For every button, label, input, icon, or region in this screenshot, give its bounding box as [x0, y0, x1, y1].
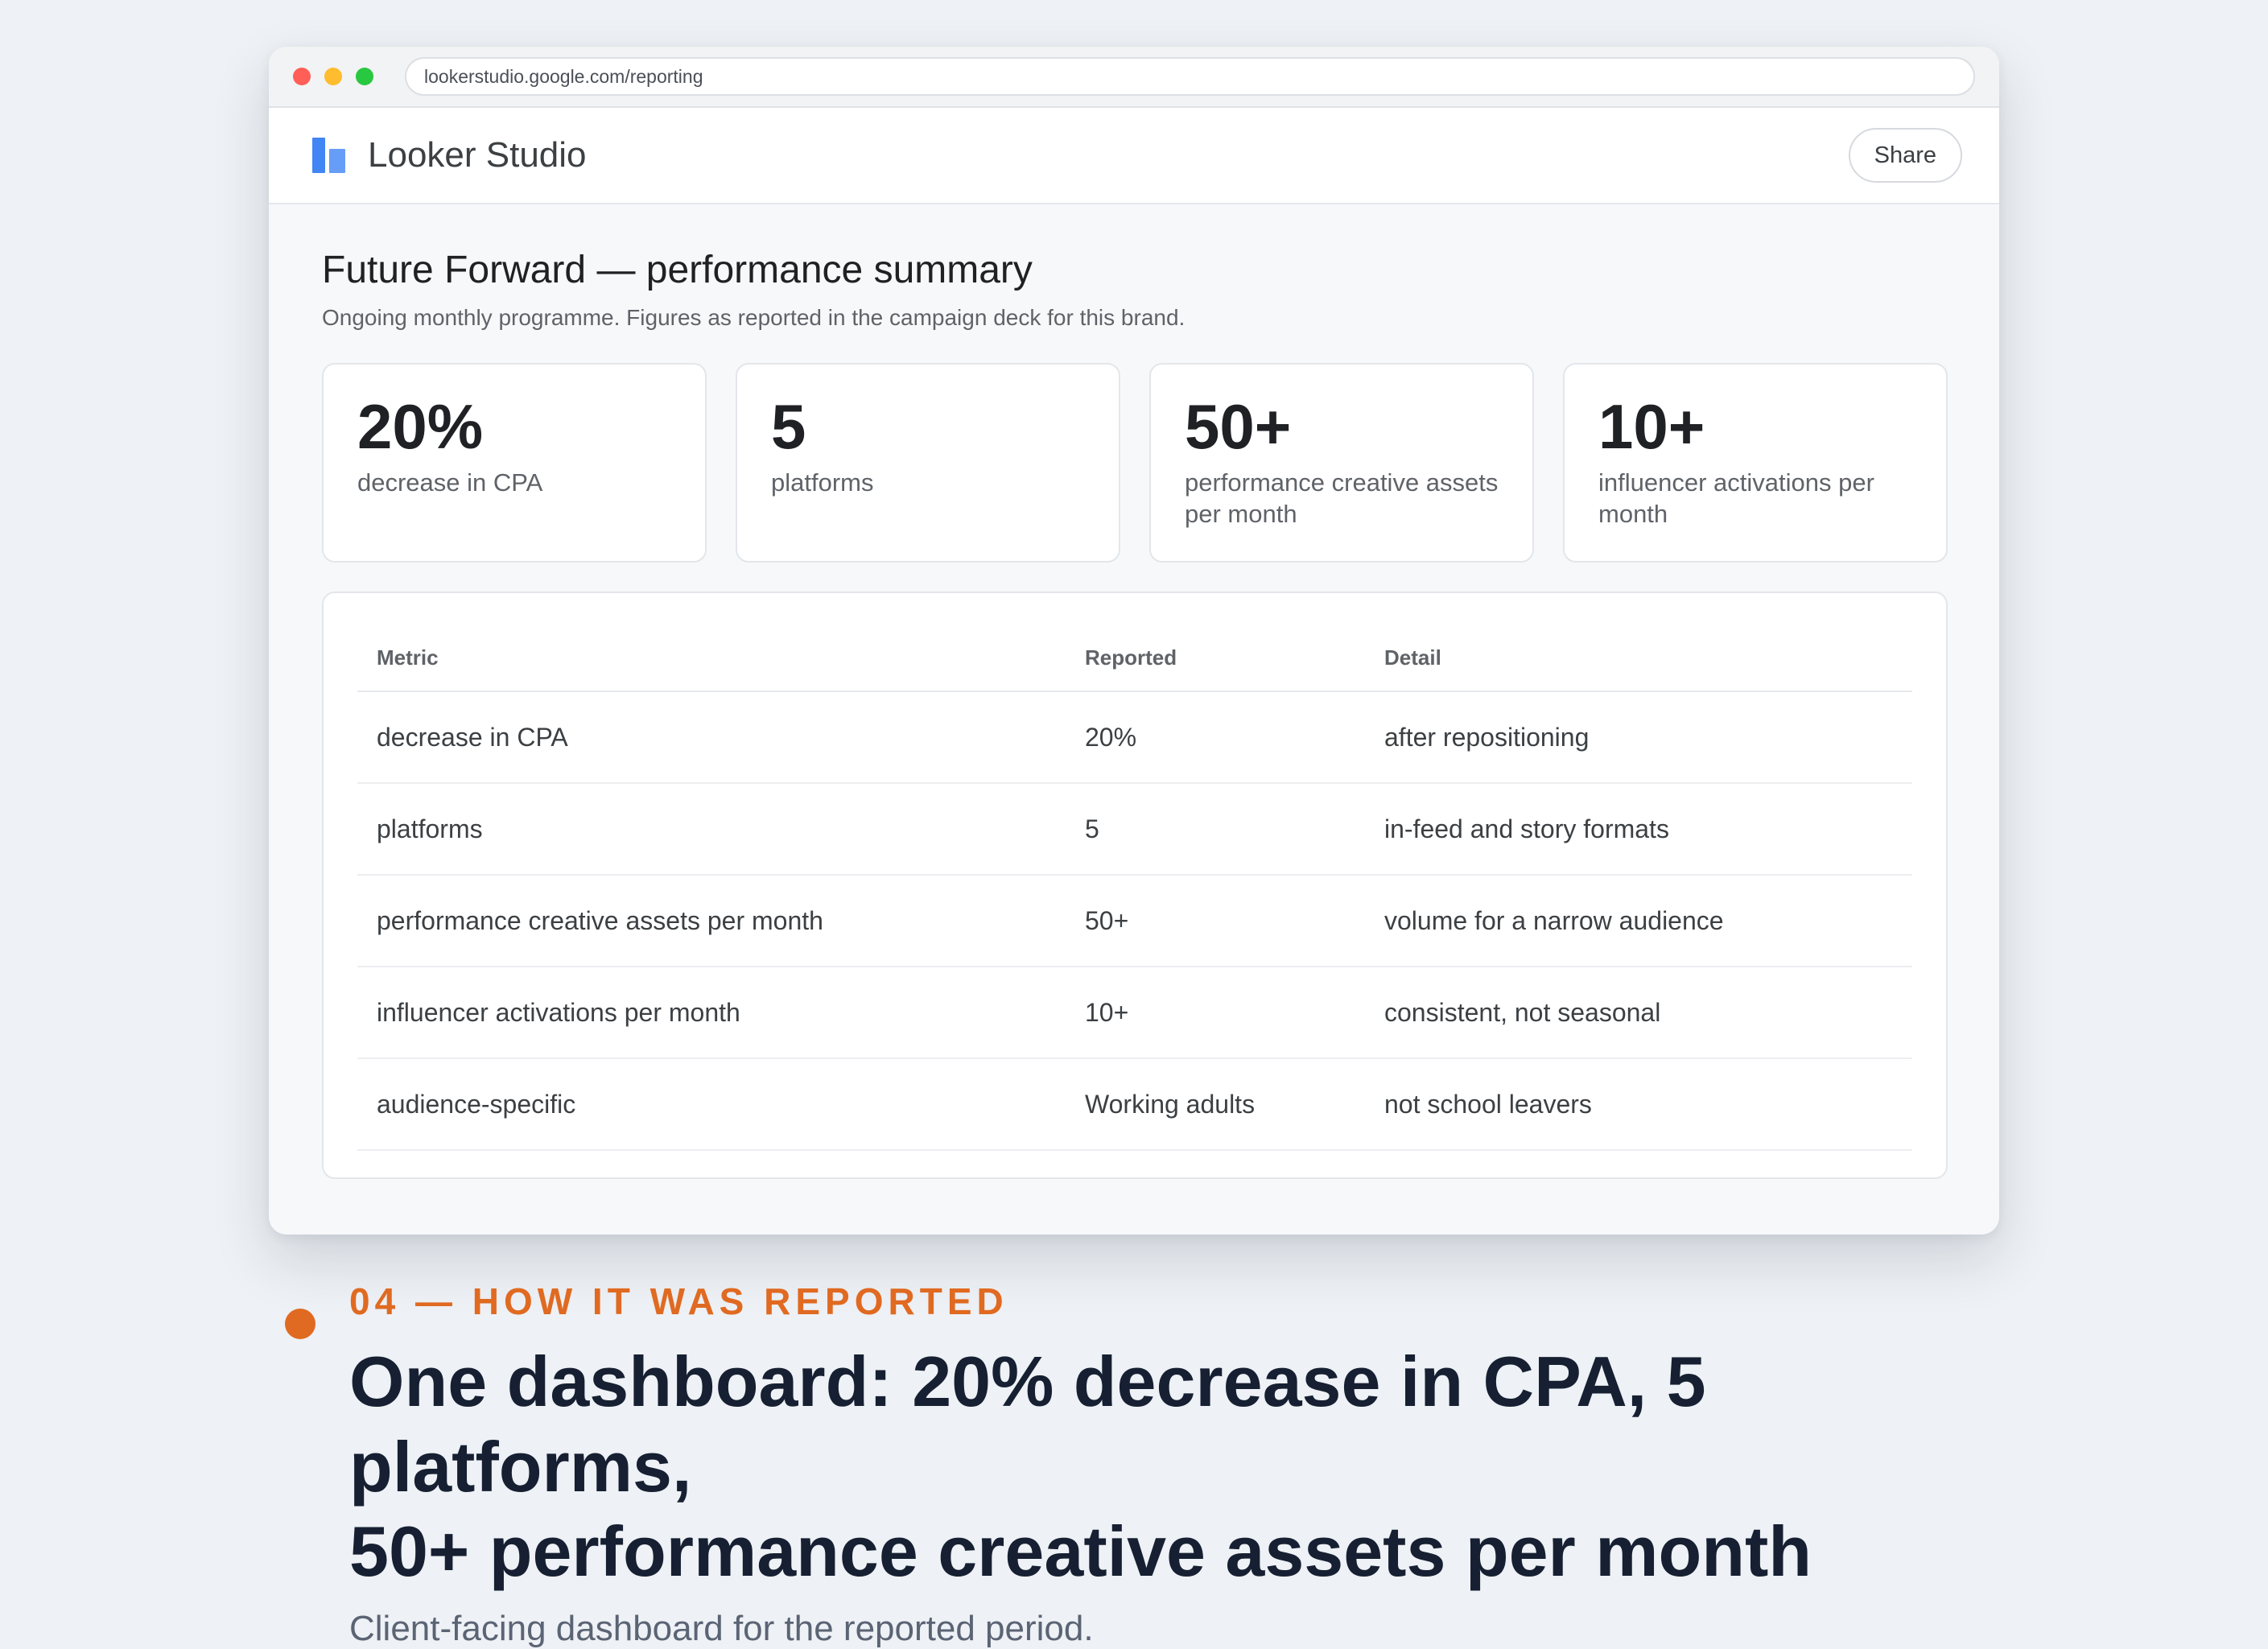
scorecard-row: 20% decrease in CPA 5 platforms 50+ perf…	[322, 363, 1948, 563]
scorecard-label: influencer activations per month	[1598, 468, 1874, 528]
share-button[interactable]: Share	[1848, 128, 1962, 183]
cell-reported: 10+	[1066, 967, 1365, 1059]
scorecard-label: decrease in CPA	[357, 468, 543, 497]
cell-detail: consistent, not seasonal	[1365, 967, 1912, 1059]
cell-reported: Working adults	[1066, 1058, 1365, 1151]
scorecard-value: 20%	[357, 391, 484, 462]
report-title: Future Forward — performance summary	[322, 249, 1033, 291]
cell-metric: decrease in CPA	[357, 691, 1066, 784]
scorecard-platforms[interactable]: 5 platforms	[736, 363, 1120, 563]
cell-reported: 50+	[1066, 875, 1365, 967]
scorecard-influencer-activations[interactable]: 10+ influencer activations per month	[1563, 363, 1948, 563]
cell-detail: volume for a narrow audience	[1365, 875, 1912, 967]
looker-studio-logo-icon	[312, 138, 345, 173]
minimize-window-icon[interactable]	[324, 68, 342, 85]
table-row[interactable]: performance creative assets per month 50…	[357, 875, 1912, 967]
cell-detail: not school leavers	[1365, 1058, 1912, 1151]
scorecard-cpa[interactable]: 20% decrease in CPA	[322, 363, 707, 563]
app-title: Looker Studio	[368, 135, 587, 175]
table-row[interactable]: platforms 5 in-feed and story formats	[357, 783, 1912, 876]
scorecard-value: 50+	[1185, 391, 1292, 462]
caption-headline: One dashboard: 20% decrease in CPA, 5 pl…	[349, 1339, 2056, 1594]
column-header-detail[interactable]: Detail	[1365, 625, 1912, 692]
browser-titlebar: lookerstudio.google.com/reporting	[269, 47, 1999, 108]
metrics-table-panel: Metric Reported Detail decrease in CPA 2…	[322, 592, 1948, 1179]
cell-detail: in-feed and story formats	[1365, 783, 1912, 876]
address-bar[interactable]: lookerstudio.google.com/reporting	[405, 57, 1975, 96]
scorecard-value: 5	[771, 391, 806, 462]
scorecard-creative-assets[interactable]: 50+ performance creative assets per mont…	[1149, 363, 1534, 563]
column-header-reported[interactable]: Reported	[1066, 625, 1365, 692]
close-window-icon[interactable]	[293, 68, 311, 85]
cell-detail: after repositioning	[1365, 691, 1912, 784]
caption-headline-line-2: 50+ performance creative assets per mont…	[349, 1511, 1812, 1592]
report-canvas: Future Forward — performance summary Ong…	[269, 204, 1999, 1179]
cell-metric: influencer activations per month	[357, 967, 1066, 1059]
maximize-window-icon[interactable]	[356, 68, 373, 85]
browser-window: lookerstudio.google.com/reporting Looker…	[269, 47, 1999, 1235]
cell-metric: performance creative assets per month	[357, 875, 1066, 967]
table-header-row: Metric Reported Detail	[357, 625, 1912, 692]
app-header: Looker Studio Share	[269, 108, 1999, 204]
table-row[interactable]: influencer activations per month 10+ con…	[357, 967, 1912, 1059]
caption-headline-line-1: One dashboard: 20% decrease in CPA, 5 pl…	[349, 1342, 1706, 1507]
slide-caption: 04 — HOW IT WAS REPORTED One dashboard: …	[285, 1280, 2056, 1649]
cell-metric: audience-specific	[357, 1058, 1066, 1151]
table-row[interactable]: decrease in CPA 20% after repositioning	[357, 691, 1912, 784]
scorecard-label: platforms	[771, 468, 874, 497]
bullet-dot-icon	[285, 1309, 315, 1339]
report-subtitle: Ongoing monthly programme. Figures as re…	[322, 305, 1186, 330]
table-row[interactable]: audience-specific Working adults not sch…	[357, 1058, 1912, 1151]
cell-reported: 5	[1066, 783, 1365, 876]
address-bar-url: lookerstudio.google.com/reporting	[424, 65, 703, 87]
scorecard-value: 10+	[1598, 391, 1705, 462]
column-header-metric[interactable]: Metric	[357, 625, 1066, 692]
cell-metric: platforms	[357, 783, 1066, 876]
caption-eyebrow: 04 — HOW IT WAS REPORTED	[349, 1280, 1008, 1322]
caption-subtext: Client-facing dashboard for the reported…	[349, 1608, 1094, 1648]
metrics-table: Metric Reported Detail decrease in CPA 2…	[357, 625, 1912, 1151]
scorecard-label: performance creative assets per month	[1185, 468, 1499, 528]
cell-reported: 20%	[1066, 691, 1365, 784]
